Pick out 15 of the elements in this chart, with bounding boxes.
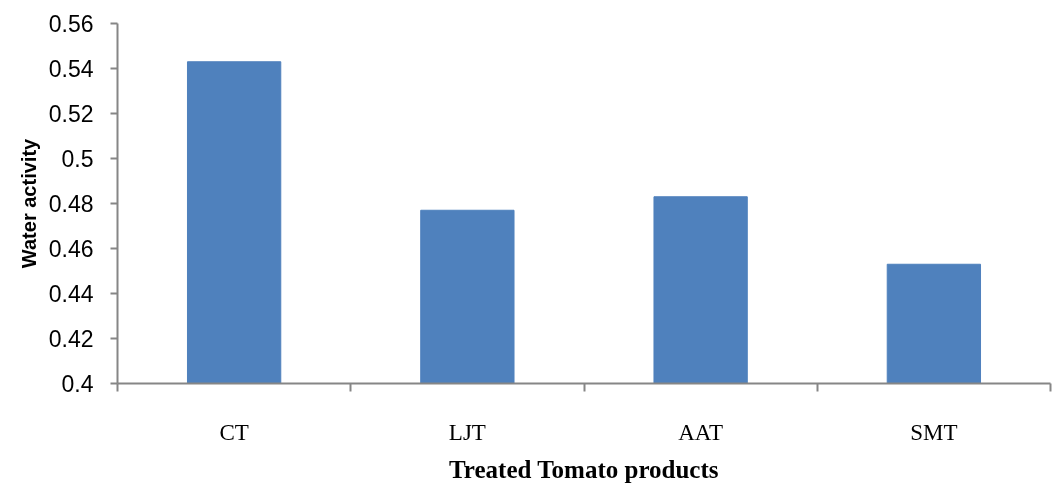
y-tick-label: 0.44 xyxy=(48,281,94,307)
y-tick-label: 0.46 xyxy=(48,236,94,262)
y-tick-label: 0.52 xyxy=(48,101,94,127)
x-axis-title: Treated Tomato products xyxy=(449,455,719,483)
x-tick-label: LJT xyxy=(448,419,486,445)
x-tick-label: AAT xyxy=(678,419,723,445)
y-axis-title: Water activity xyxy=(17,137,40,269)
x-tick-label: CT xyxy=(219,419,249,445)
y-tick-label: 0.56 xyxy=(48,11,94,37)
y-tick-label: 0.5 xyxy=(61,146,94,172)
y-tick-label: 0.48 xyxy=(48,191,94,217)
y-tick-label: 0.42 xyxy=(48,326,94,352)
y-tick-label: 0.54 xyxy=(48,56,94,82)
x-tick-label: SMT xyxy=(910,419,958,445)
y-tick-label: 0.4 xyxy=(61,371,94,397)
